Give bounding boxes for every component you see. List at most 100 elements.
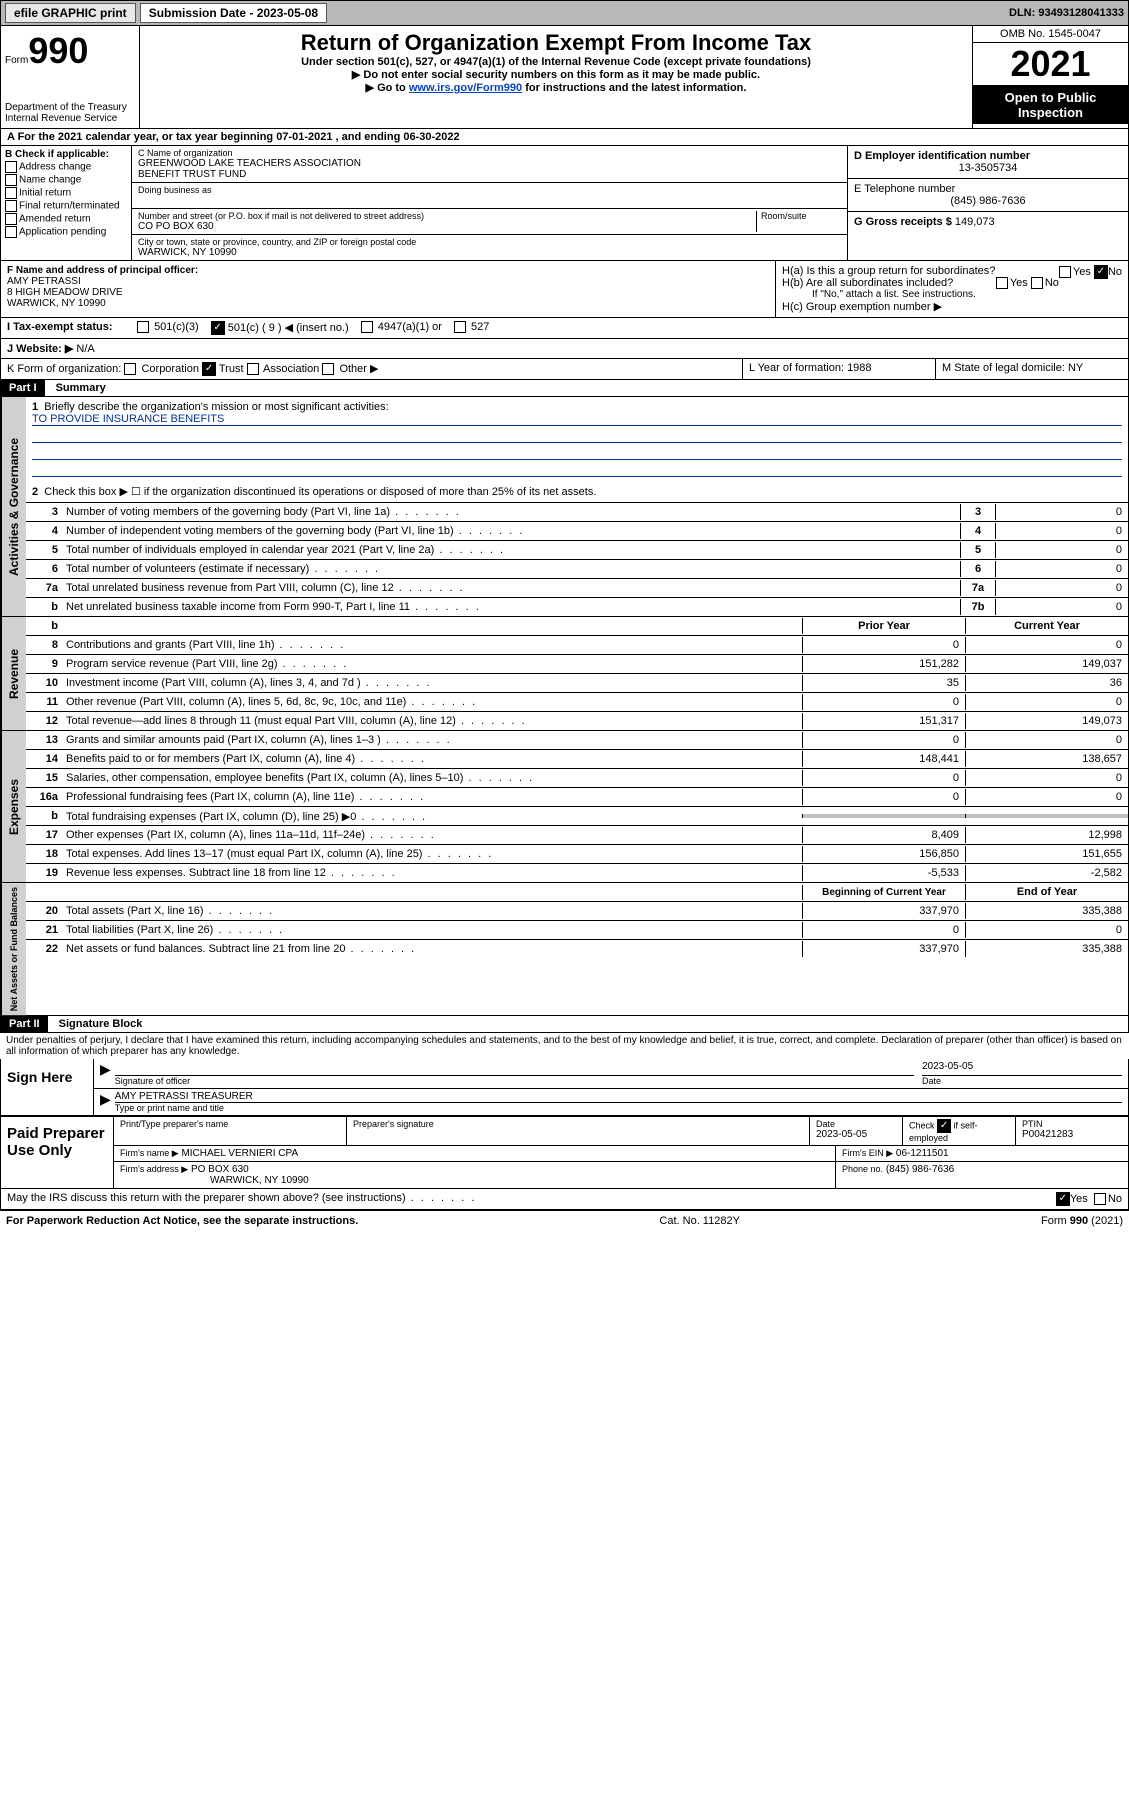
chk-address-change[interactable]	[5, 161, 17, 173]
summary-row: 12Total revenue—add lines 8 through 11 (…	[26, 712, 1128, 730]
officer-addr2: WARWICK, NY 10990	[7, 298, 769, 309]
chk-corp[interactable]	[124, 363, 136, 375]
prior-value	[802, 814, 965, 818]
firm-name-label: Firm's name ▶	[120, 1148, 179, 1158]
lbl-527: 527	[471, 321, 489, 333]
row-num: 21	[26, 922, 62, 938]
row-num: b	[26, 599, 62, 615]
chk-application-pending[interactable]	[5, 226, 17, 238]
prep-sig-label: Preparer's signature	[353, 1119, 803, 1129]
current-value: 138,657	[965, 751, 1128, 767]
chk-501c[interactable]: ✓	[211, 321, 225, 335]
summary-row: 22Net assets or fund balances. Subtract …	[26, 940, 1128, 958]
prior-value: 0	[802, 789, 965, 805]
prior-year-header: Prior Year	[802, 618, 965, 634]
chk-amended[interactable]	[5, 213, 17, 225]
row-num: 14	[26, 751, 62, 767]
dba-label: Doing business as	[138, 185, 841, 195]
current-value: 149,073	[965, 713, 1128, 729]
gross-label: G Gross receipts $	[854, 216, 952, 228]
prior-value: 0	[802, 922, 965, 938]
chk-527[interactable]	[454, 321, 466, 333]
submission-date-button[interactable]: Submission Date - 2023-05-08	[140, 3, 327, 23]
hb-no[interactable]	[1031, 277, 1043, 289]
prior-value: 337,970	[802, 941, 965, 957]
begin-year-header: Beginning of Current Year	[802, 885, 965, 900]
chk-final-return[interactable]	[5, 200, 17, 212]
may-irs-yes-chk[interactable]: ✓	[1056, 1192, 1070, 1206]
officer-name: AMY PETRASSI	[7, 276, 769, 287]
col-d-right: D Employer identification number 13-3505…	[847, 146, 1128, 260]
chk-trust[interactable]: ✓	[202, 362, 216, 376]
footer-right: Form 990 (2021)	[1041, 1215, 1123, 1227]
row-value: 0	[995, 504, 1128, 520]
chk-other[interactable]	[322, 363, 334, 375]
prior-value: 151,282	[802, 656, 965, 672]
row-label: Professional fundraising fees (Part IX, …	[62, 789, 802, 805]
row-j: J Website: ▶ N/A	[0, 339, 1129, 359]
row-box: 7b	[960, 599, 995, 615]
ha-no-label: No	[1108, 266, 1122, 278]
row-num: 22	[26, 941, 62, 957]
may-irs-row: May the IRS discuss this return with the…	[0, 1189, 1129, 1210]
ha-yes-label: Yes	[1073, 266, 1091, 278]
footer-form-word: Form	[1041, 1215, 1070, 1227]
sign-here-label: Sign Here	[1, 1059, 94, 1115]
row-num: 19	[26, 865, 62, 881]
row-num: 10	[26, 675, 62, 691]
sig-date-value: 2023-05-05	[922, 1061, 1122, 1076]
chk-assoc[interactable]	[247, 363, 259, 375]
mission-blank-1	[32, 428, 1122, 443]
row-num: 9	[26, 656, 62, 672]
lbl-501c3: 501(c)(3)	[154, 321, 199, 333]
current-value: 335,388	[965, 941, 1128, 957]
prior-value: 0	[802, 770, 965, 786]
prior-value: 0	[802, 694, 965, 710]
row-num: 7a	[26, 580, 62, 596]
row-label: Number of independent voting members of …	[62, 523, 960, 539]
prep-date-label: Date	[816, 1119, 896, 1129]
summary-row: 13Grants and similar amounts paid (Part …	[26, 731, 1128, 750]
summary-row: 9Program service revenue (Part VIII, lin…	[26, 655, 1128, 674]
footer-left: For Paperwork Reduction Act Notice, see …	[6, 1215, 358, 1227]
row-num: 5	[26, 542, 62, 558]
chk-501c3[interactable]	[137, 321, 149, 333]
irs-link[interactable]: www.irs.gov/Form990	[409, 82, 522, 94]
ptin-label: PTIN	[1022, 1119, 1122, 1129]
form-number: 990	[28, 30, 88, 71]
vert-governance: Activities & Governance	[1, 397, 26, 616]
firm-name-value: MICHAEL VERNIERI CPA	[181, 1148, 298, 1159]
row-label: Total fundraising expenses (Part IX, col…	[62, 808, 802, 825]
row-label: Total number of volunteers (estimate if …	[62, 561, 960, 577]
row-label: Total assets (Part X, line 16)	[62, 903, 802, 919]
chk-initial-return[interactable]	[5, 187, 17, 199]
omb-number: OMB No. 1545-0047	[973, 26, 1128, 43]
current-value: 151,655	[965, 846, 1128, 862]
prior-value: 8,409	[802, 827, 965, 843]
form-word: Form	[5, 55, 28, 66]
chk-4947[interactable]	[361, 321, 373, 333]
org-name-1: GREENWOOD LAKE TEACHERS ASSOCIATION	[138, 158, 841, 169]
mission-text: TO PROVIDE INSURANCE BENEFITS	[32, 413, 1122, 426]
dln-label: DLN: 93493128041333	[1009, 7, 1124, 19]
may-irs-no-chk[interactable]	[1094, 1193, 1106, 1205]
row-label: Benefits paid to or for members (Part IX…	[62, 751, 802, 767]
room-label: Room/suite	[761, 211, 841, 221]
q2-label: Check this box ▶ ☐ if the organization d…	[44, 486, 596, 498]
summary-row: 5Total number of individuals employed in…	[26, 541, 1128, 560]
efile-print-button[interactable]: efile GRAPHIC print	[5, 3, 136, 23]
chk-name-change[interactable]	[5, 174, 17, 186]
summary-row: 19Revenue less expenses. Subtract line 1…	[26, 864, 1128, 882]
paid-preparer-section: Paid Preparer Use Only Print/Type prepar…	[0, 1116, 1129, 1189]
form-note2: ▶ Go to www.irs.gov/Form990 for instruct…	[144, 81, 968, 94]
hb-yes[interactable]	[996, 277, 1008, 289]
tax-year: 2021	[973, 43, 1128, 86]
ha-yes[interactable]	[1059, 266, 1071, 278]
summary-row: 21Total liabilities (Part X, line 26)00	[26, 921, 1128, 940]
lbl-name-change: Name change	[19, 175, 81, 186]
lbl-final-return: Final return/terminated	[19, 201, 120, 212]
part2-title: Signature Block	[59, 1018, 143, 1030]
firm-addr1-value: PO BOX 630	[191, 1164, 249, 1175]
current-value: 0	[965, 694, 1128, 710]
ha-no[interactable]: ✓	[1094, 265, 1108, 279]
